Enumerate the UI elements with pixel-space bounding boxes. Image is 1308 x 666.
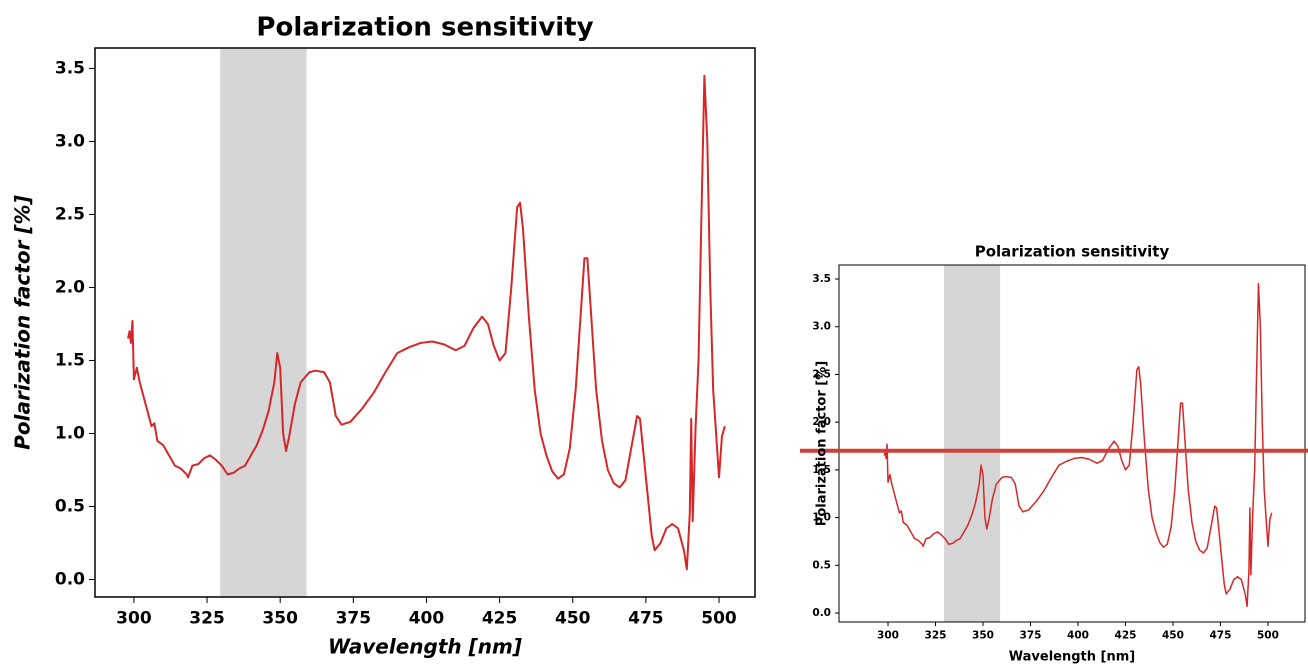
y-tick-label: 1.0 <box>812 512 831 524</box>
x-tick-label: 375 <box>1020 629 1042 641</box>
data-line <box>127 74 726 571</box>
y-tick-label: 0.0 <box>55 569 85 589</box>
x-tick-label: 375 <box>336 608 372 628</box>
y-tick-label: 2.0 <box>812 416 831 428</box>
y-tick-label: 0.5 <box>55 496 85 516</box>
x-tick-label: 475 <box>1210 629 1232 641</box>
y-tick-label: 3.0 <box>55 131 85 151</box>
y-tick-label: 2.5 <box>812 368 831 380</box>
y-tick-label: 0.0 <box>812 607 831 619</box>
y-tick-label: 1.0 <box>55 423 85 443</box>
x-tick-label: 500 <box>1257 629 1279 641</box>
y-tick-label: 3.5 <box>812 273 831 285</box>
x-tick-label: 325 <box>189 608 225 628</box>
x-axis-label: Wavelength [nm] <box>1009 650 1135 665</box>
x-tick-label: 450 <box>555 608 591 628</box>
x-tick-label: 425 <box>482 608 518 628</box>
y-tick-label: 1.5 <box>812 464 831 476</box>
y-tick-label: 2.5 <box>55 204 85 224</box>
y-axis-label: Polarization factor [%] <box>11 195 35 449</box>
x-tick-label: 400 <box>1067 629 1089 641</box>
shaded-span <box>944 265 1001 622</box>
x-tick-label: 350 <box>262 608 298 628</box>
x-tick-label: 500 <box>701 608 737 628</box>
y-axis-label: Polarization factor [%] <box>815 361 830 526</box>
x-tick-label: 300 <box>116 608 152 628</box>
y-tick-label: 2.0 <box>55 277 85 297</box>
axes-frame <box>838 264 1306 623</box>
x-tick-label: 475 <box>628 608 664 628</box>
y-tick-label: 3.0 <box>812 321 831 333</box>
data-line <box>883 283 1273 608</box>
x-tick-label: 400 <box>409 608 445 628</box>
x-tick-label: 325 <box>925 629 947 641</box>
axes-frame <box>94 47 756 598</box>
y-tick-label: 1.5 <box>55 350 85 370</box>
shaded-span <box>220 48 307 597</box>
y-tick-label: 3.5 <box>55 58 85 78</box>
x-tick-label: 450 <box>1162 629 1184 641</box>
x-tick-label: 350 <box>972 629 994 641</box>
x-tick-label: 425 <box>1115 629 1137 641</box>
chart-title: Polarization sensitivity <box>975 243 1170 261</box>
x-axis-label: Wavelength [nm] <box>328 635 522 659</box>
x-tick-label: 300 <box>877 629 899 641</box>
y-tick-label: 0.5 <box>812 559 831 571</box>
chart-title: Polarization sensitivity <box>256 13 593 43</box>
